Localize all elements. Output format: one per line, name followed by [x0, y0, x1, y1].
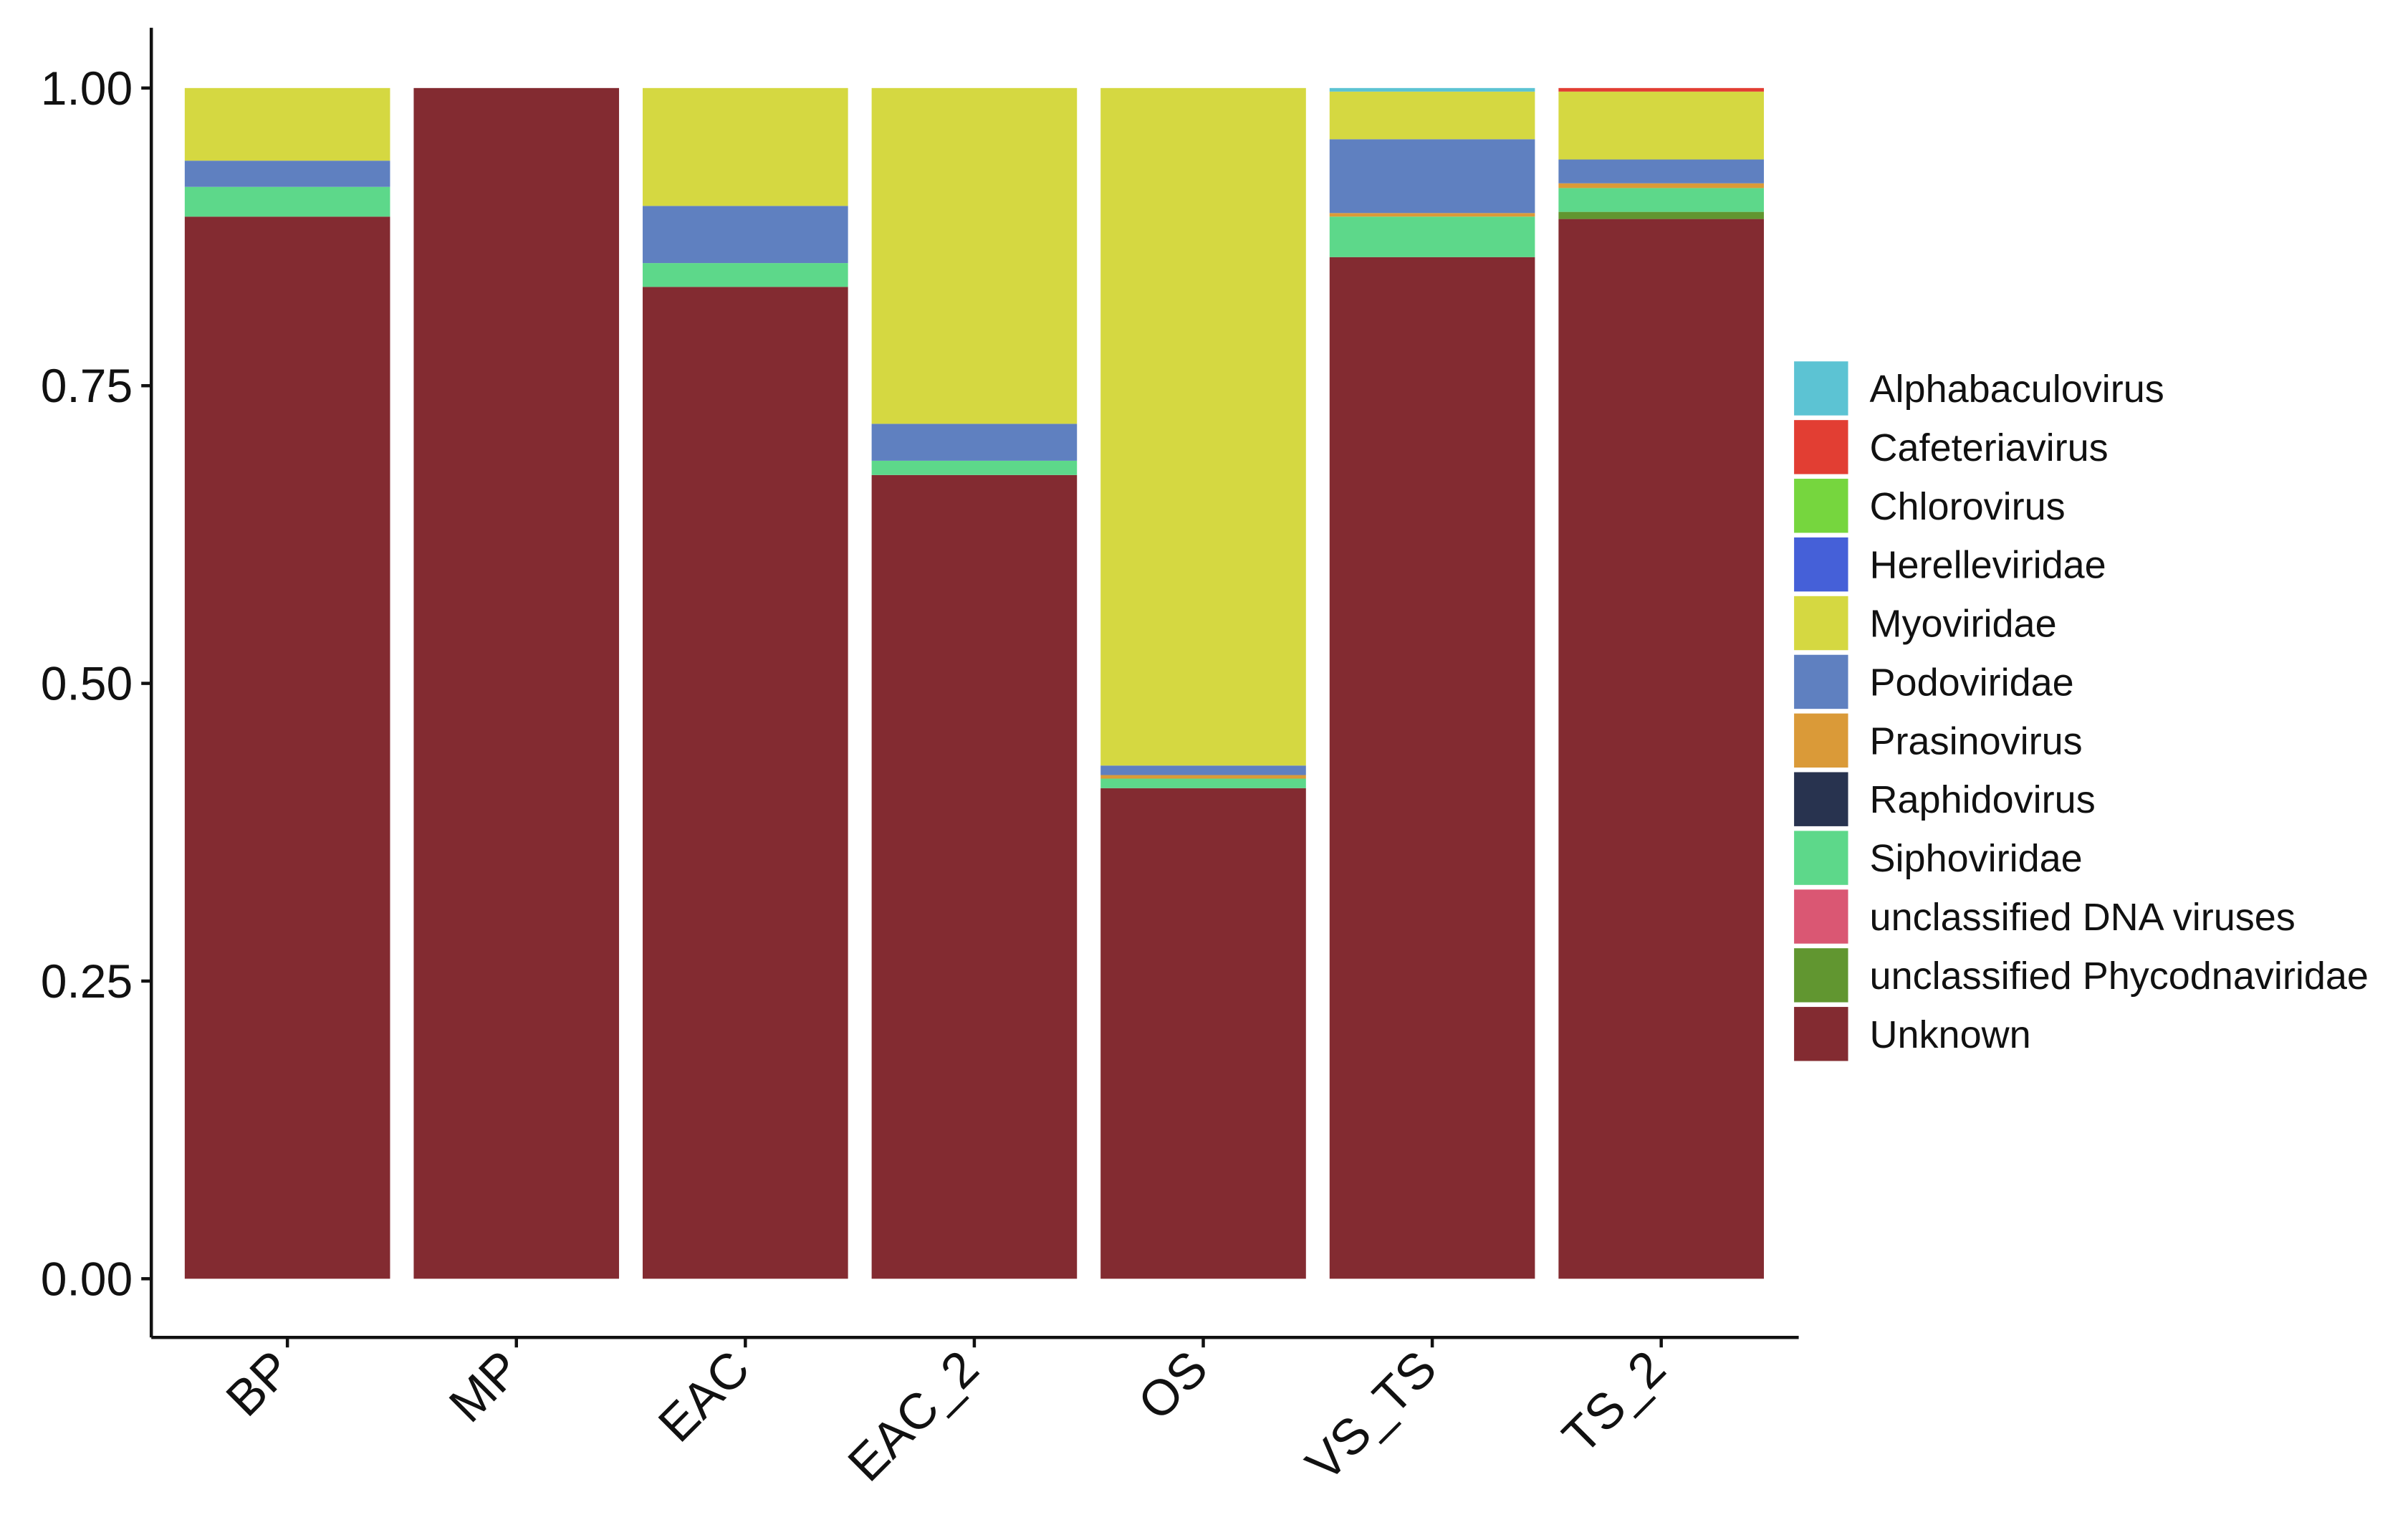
legend-key-unclassified-phycodnaviridae — [1794, 948, 1848, 1003]
legend: Alphabaculovirus Cafeteriavirus Chloroviru… — [1794, 361, 2369, 1061]
x-tick-label-eac: EAC — [648, 1340, 760, 1453]
legend-label-chlorovirus: Chlorovirus — [1870, 485, 2066, 528]
bar-segment-vs-ts-siphoviridae — [1329, 216, 1535, 257]
bar-segment-os-siphoviridae — [1100, 778, 1306, 788]
bar-segment-ts-2-podoviridae — [1558, 159, 1764, 183]
legend-label-prasinovirus: Prasinovirus — [1870, 720, 2083, 763]
legend-label-unknown: Unknown — [1870, 1013, 2031, 1056]
legend-key-unclassified-dna-viruses — [1794, 889, 1848, 944]
y-tick-label: 0.25 — [41, 955, 133, 1008]
bar-segment-os-myoviridae — [1100, 87, 1306, 766]
x-tick-label-ts-2: TS_2 — [1552, 1340, 1676, 1464]
bar-segment-eac-myoviridae — [643, 87, 848, 206]
bar-segment-ts-2-unknown — [1558, 219, 1764, 1279]
bar-segment-vs-ts-unknown — [1329, 257, 1535, 1279]
bar-segment-mp-unknown — [413, 87, 620, 1279]
x-tick-label-bp: BP — [216, 1340, 302, 1427]
bar-segment-eac-2-siphoviridae — [871, 460, 1078, 475]
x-tick-label-eac-2: EAC_2 — [838, 1340, 989, 1492]
bar-segment-eac-2-podoviridae — [871, 424, 1078, 461]
legend-label-raphidovirus: Raphidovirus — [1870, 778, 2096, 821]
bar-segment-ts-2-unclassified-phycodnaviridae — [1558, 211, 1764, 219]
bar-segment-vs-ts-alphabaculovirus — [1329, 87, 1535, 92]
bar-segment-os-prasinovirus — [1100, 775, 1306, 779]
legend-key-cafeteriavirus — [1794, 420, 1848, 474]
bar-segment-bp-myoviridae — [184, 87, 390, 161]
legend-label-myoviridae: Myoviridae — [1870, 603, 2057, 646]
legend-label-alphabaculovirus: Alphabaculovirus — [1870, 368, 2164, 411]
bar-segment-eac-siphoviridae — [643, 263, 848, 287]
legend-key-alphabaculovirus — [1794, 361, 1848, 416]
bar-segment-vs-ts-podoviridae — [1329, 139, 1535, 214]
bar-segment-os-unknown — [1100, 788, 1306, 1279]
y-axis-ticks: 0.00 0.25 0.50 0.75 1.00 — [41, 62, 152, 1305]
legend-key-raphidovirus — [1794, 772, 1848, 826]
legend-label-cafeteriavirus: Cafeteriavirus — [1870, 426, 2109, 469]
legend-label-unclassified-dna-viruses: unclassified DNA viruses — [1870, 896, 2296, 939]
bar-segment-eac-unknown — [643, 287, 848, 1279]
bar-segment-os-podoviridae — [1100, 765, 1306, 775]
x-tick-label-vs-ts: VS_TS — [1295, 1340, 1447, 1492]
bar-segment-ts-2-cafeteriavirus — [1558, 87, 1764, 92]
bar-segment-bp-podoviridae — [184, 161, 390, 187]
y-tick-label: 0.00 — [41, 1252, 133, 1305]
x-tick-label-mp: MP — [438, 1340, 531, 1433]
legend-key-siphoviridae — [1794, 831, 1848, 885]
y-tick-label: 1.00 — [41, 62, 133, 115]
y-tick-label: 0.75 — [41, 359, 133, 412]
bar-segment-ts-2-siphoviridae — [1558, 188, 1764, 212]
bar-segment-vs-ts-prasinovirus — [1329, 213, 1535, 217]
y-tick-label: 0.50 — [41, 657, 133, 710]
bar-segments — [184, 87, 1764, 1279]
legend-key-podoviridae — [1794, 654, 1848, 709]
bar-segment-bp-siphoviridae — [184, 186, 390, 217]
bar-segment-eac-2-unknown — [871, 474, 1078, 1279]
legend-key-myoviridae — [1794, 596, 1848, 651]
legend-key-prasinovirus — [1794, 713, 1848, 768]
legend-label-siphoviridae: Siphoviridae — [1870, 837, 2083, 880]
legend-label-podoviridae: Podoviridae — [1870, 661, 2074, 704]
legend-label-unclassified-phycodnaviridae: unclassified Phycodnaviridae — [1870, 955, 2369, 998]
legend-key-unknown — [1794, 1007, 1848, 1061]
bar-segment-eac-podoviridae — [643, 206, 848, 264]
bar-segment-ts-2-prasinovirus — [1558, 183, 1764, 188]
bar-segment-eac-2-myoviridae — [871, 87, 1078, 424]
bar-segment-ts-2-myoviridae — [1558, 91, 1764, 160]
x-tick-label-os: OS — [1127, 1340, 1218, 1431]
bar-segment-vs-ts-myoviridae — [1329, 91, 1535, 140]
legend-label-herelleviridae: Herelleviridae — [1870, 544, 2106, 587]
x-axis-ticks: BP MP EAC EAC_2 OS VS_TS TS_2 — [216, 1337, 1676, 1492]
legend-key-chlorovirus — [1794, 479, 1848, 533]
legend-key-herelleviridae — [1794, 537, 1848, 592]
bar-segment-bp-unknown — [184, 216, 390, 1279]
